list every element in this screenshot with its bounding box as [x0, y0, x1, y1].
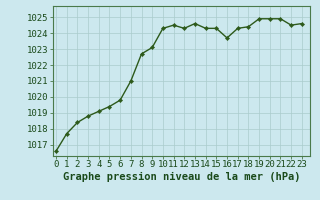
X-axis label: Graphe pression niveau de la mer (hPa): Graphe pression niveau de la mer (hPa) [63, 172, 300, 182]
